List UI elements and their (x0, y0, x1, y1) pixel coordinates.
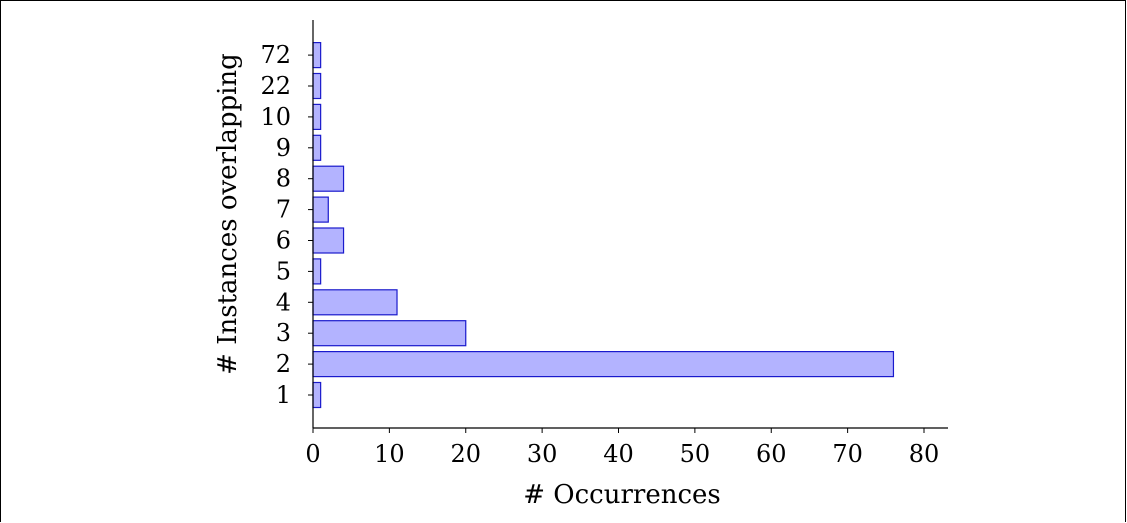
y-tick-label: 6 (276, 227, 291, 255)
bar-9 (312, 134, 322, 161)
x-tick-label: 80 (909, 440, 940, 468)
y-tick-label: 9 (276, 134, 291, 162)
bar-5 (312, 258, 322, 285)
bar-8 (312, 165, 345, 192)
x-tick-label: 40 (603, 440, 634, 468)
x-tick-label: 60 (756, 440, 787, 468)
x-axis-label: # Occurrences (523, 480, 721, 510)
x-tick-label: 50 (680, 440, 711, 468)
x-tick-label: 10 (374, 440, 405, 468)
bar-72 (312, 41, 322, 69)
x-tick-label: 0 (305, 440, 320, 468)
bar-1 (312, 381, 322, 409)
y-tick-label: 3 (276, 319, 291, 347)
bar-6 (312, 227, 345, 254)
y-ticks-group: 1 2 3 4 56 7 8 9 10 22 72 (260, 41, 313, 409)
y-tick-label: 22 (260, 72, 291, 100)
bar-22 (312, 72, 322, 100)
y-tick-label: 1 (276, 381, 291, 409)
y-tick-label: 10 (260, 103, 291, 131)
y-tick-label: 8 (276, 165, 291, 193)
y-tick-label: 2 (276, 350, 291, 378)
y-tick-label: 4 (276, 288, 291, 316)
y-axis-label: # Instances overlapping (213, 53, 243, 375)
bar-4 (312, 289, 398, 316)
x-tick-label: 70 (832, 440, 863, 468)
bar-2 (312, 351, 895, 378)
y-tick-label: 5 (276, 257, 291, 285)
bar-3 (312, 320, 467, 347)
bars-group (312, 41, 895, 409)
axes-group (312, 20, 948, 429)
y-tick-label: 72 (260, 41, 291, 69)
x-tick-label: 30 (527, 440, 558, 468)
y-tick-label: 7 (276, 196, 291, 224)
x-tick-label: 20 (450, 440, 481, 468)
bar-10 (312, 103, 322, 131)
x-ticks-group: 0 10 20 30 40 50 60 70 80 (305, 428, 939, 468)
bar-7 (312, 196, 329, 223)
